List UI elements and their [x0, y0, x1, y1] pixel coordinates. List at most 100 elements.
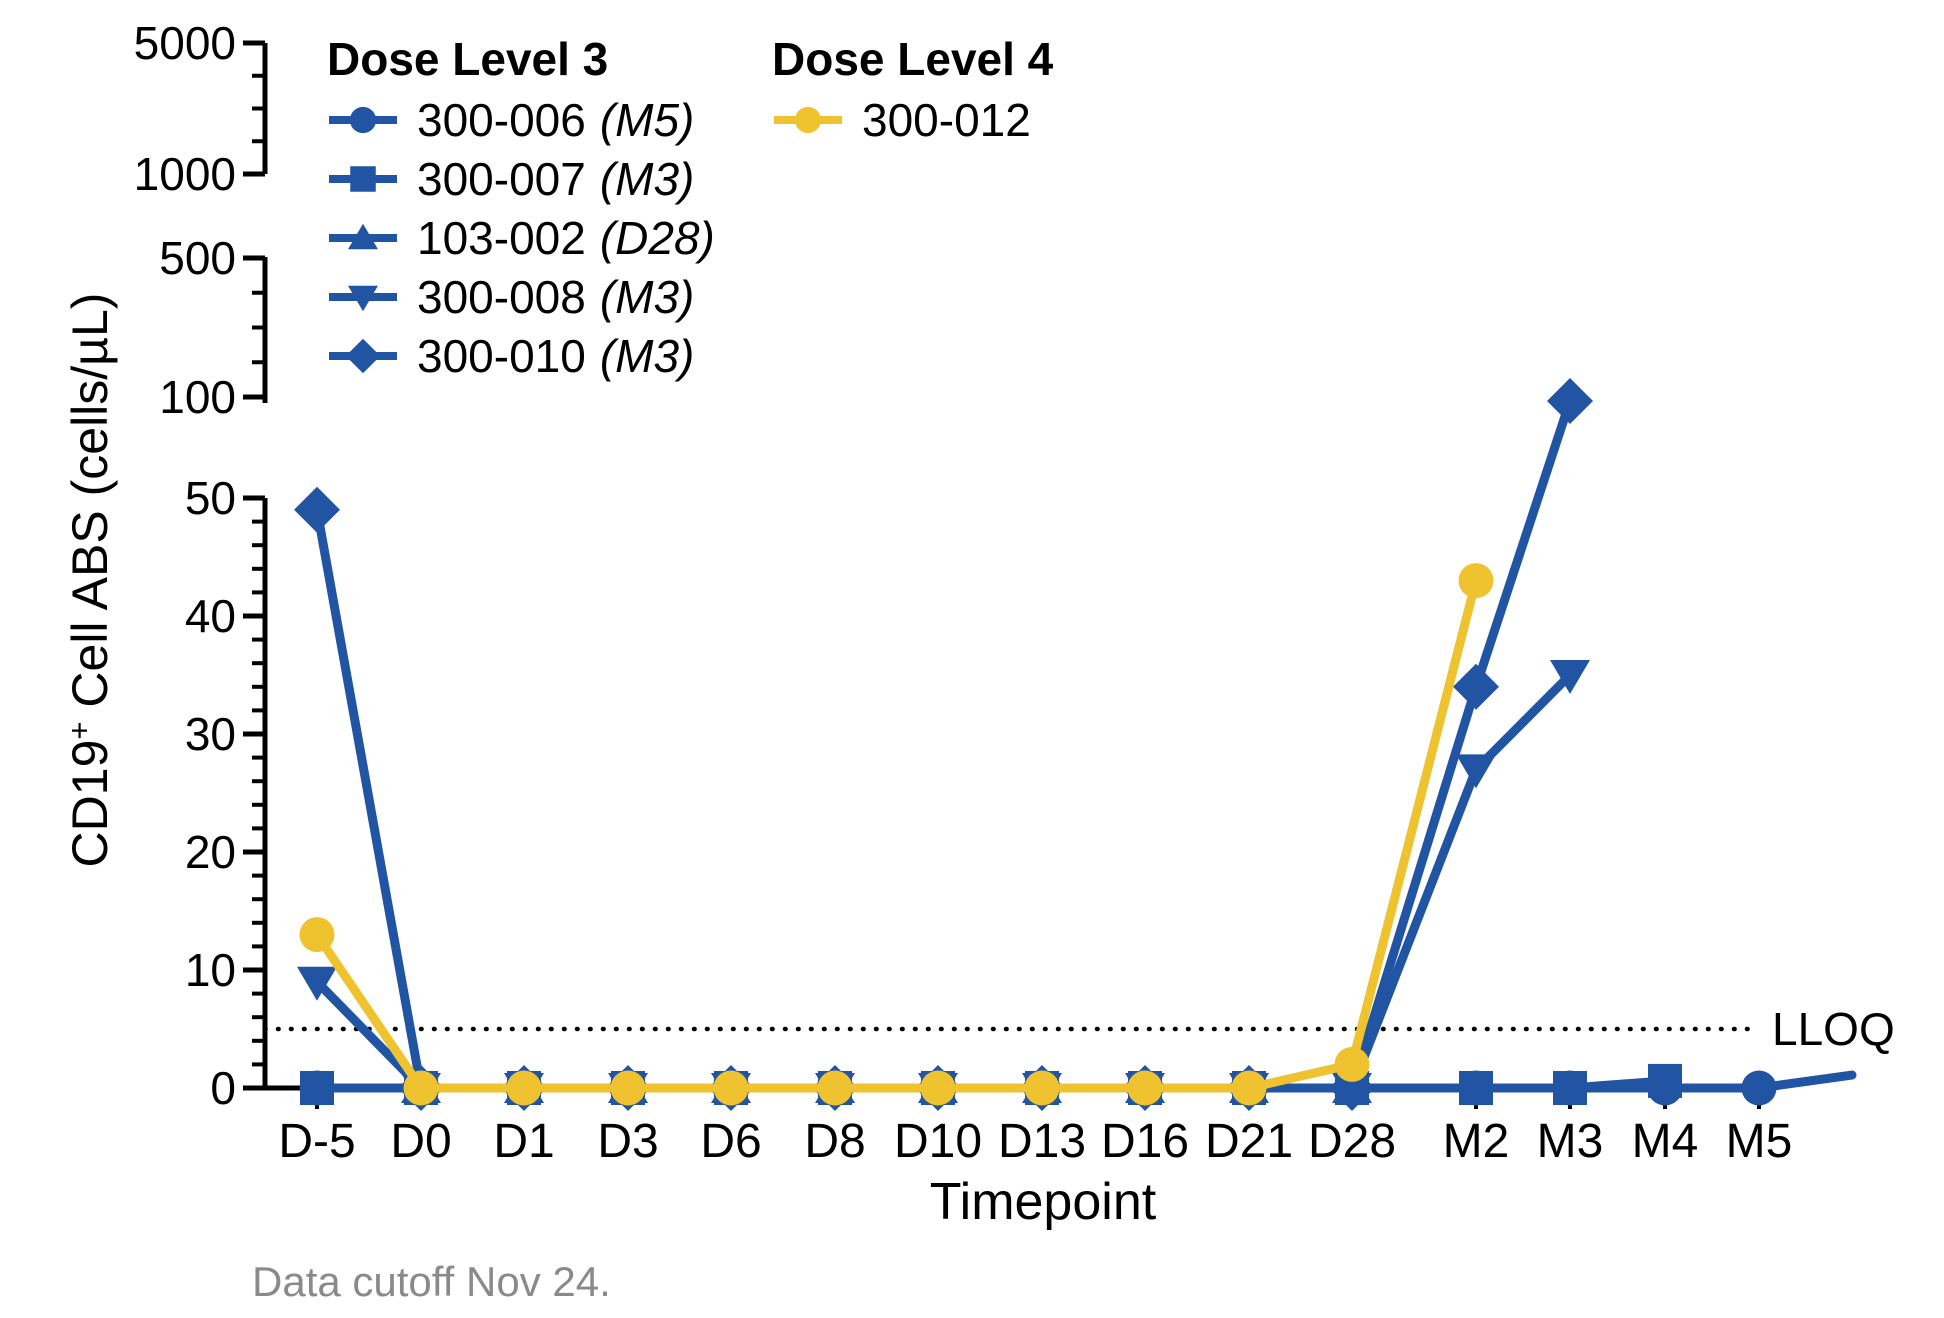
marker-square	[300, 1071, 334, 1105]
x-axis-tick-label: D28	[1308, 1115, 1396, 1168]
series-300-010	[294, 378, 1593, 1111]
marker-diamond	[294, 486, 340, 533]
series-line-300-008	[312, 670, 1575, 1093]
y-axis-tick-label: 0	[210, 1062, 236, 1114]
y-axis-tick-label: 100	[159, 371, 236, 423]
marker-triangle-up	[348, 223, 378, 249]
x-axis-tick-label: D0	[390, 1115, 451, 1168]
legend-circle-marker-icon	[327, 94, 399, 146]
marker-triangle-down	[1550, 660, 1590, 694]
tmp	[349, 106, 377, 133]
legend-circle-marker-icon	[772, 94, 844, 146]
x-axis-tick-label: M5	[1726, 1115, 1793, 1168]
legend-triangle-up-marker-icon	[327, 212, 399, 264]
legend-item-label: 103-002	[417, 211, 586, 264]
legend-item: 300-010 (M3)	[327, 326, 715, 385]
y-axis-title-superscript: +	[61, 721, 97, 740]
legend-item: 300-006 (M5)	[327, 90, 715, 149]
marker-circle	[1741, 1070, 1777, 1106]
y-axis-tick-label: 500	[159, 232, 236, 284]
marker-diamond	[1453, 663, 1499, 710]
legend-marker-glyph	[329, 106, 397, 133]
x-axis-tick-label: D13	[998, 1115, 1086, 1168]
x-axis-tick-label: D16	[1101, 1115, 1189, 1168]
tmp	[348, 223, 378, 249]
marker-circle	[299, 917, 335, 953]
x-axis-tick-label: D6	[700, 1115, 761, 1168]
legend-item-suffix: (M3)	[599, 152, 695, 205]
legend-item-label: 300-012	[862, 93, 1031, 146]
marker-circle	[349, 106, 377, 133]
legend-item-suffix: (M5)	[599, 93, 695, 146]
legend-marker-glyph	[329, 165, 397, 192]
data-cutoff-note: Data cutoff Nov 24.	[252, 1258, 611, 1305]
x-axis-tick-label: D8	[804, 1115, 865, 1168]
legend-triangle-down-marker-icon	[327, 271, 399, 323]
y-axis: 0 10 20 30 40 50 100 500 1000 5000	[134, 17, 268, 1114]
legend-dose-level-4: Dose Level 4 300-012	[772, 28, 1053, 149]
marker-triangle-down	[297, 966, 337, 1001]
legend-marker-glyph	[329, 338, 397, 373]
lloq-label: LLOQ	[1772, 1003, 1895, 1055]
marker-circle	[794, 106, 822, 133]
marker-square	[1648, 1063, 1682, 1098]
x-axis-tick-label: D21	[1205, 1115, 1293, 1168]
legend-item-label: 300-010	[417, 329, 586, 382]
x-axis-tick-label: D1	[493, 1115, 554, 1168]
marker-circle	[403, 1070, 439, 1106]
y-axis-tick-label: 40	[185, 590, 236, 642]
y-axis-tick-label: 20	[185, 826, 236, 878]
legend-item-label: 300-008	[417, 270, 586, 323]
y-axis-title-units: Cell ABS (cells/µL)	[62, 292, 118, 722]
x-axis-tick-label: M4	[1632, 1115, 1699, 1168]
legend-item: 300-007 (M3)	[327, 149, 715, 208]
y-axis-tick-label: 5000	[134, 17, 236, 69]
series-line-300-010	[312, 396, 1575, 1093]
legend-dose-level-3: Dose Level 3 300-006 (M5) 300-007 (M3) 1…	[327, 28, 715, 385]
legend-item-suffix: (M3)	[599, 270, 695, 323]
marker-square	[350, 165, 376, 192]
marker-circle	[920, 1070, 956, 1106]
series-300-012	[299, 563, 1494, 1106]
legend-item-label: 300-007	[417, 152, 586, 205]
marker-diamond	[345, 338, 381, 373]
marker-circle	[506, 1070, 542, 1106]
marker-triangle-down	[348, 285, 378, 311]
marker-circle	[610, 1070, 646, 1106]
x-axis-tick-label: M3	[1537, 1115, 1604, 1168]
x-axis-tick-label: M2	[1443, 1115, 1510, 1168]
legend-diamond-marker-icon	[327, 330, 399, 382]
legend-item: 300-008 (M3)	[327, 267, 715, 326]
y-axis-tick-label: 1000	[134, 148, 236, 200]
y-axis-title: CD19+ Cell ABS (cells/µL)	[61, 293, 119, 868]
y-axis-title-text: CD19	[62, 739, 118, 868]
legend-group-title: Dose Level 4	[772, 33, 1054, 85]
series-line-300-012	[312, 576, 1481, 1093]
tmp	[348, 285, 378, 311]
x-axis-title: Timepoint	[929, 1173, 1157, 1231]
marker-circle	[1024, 1070, 1060, 1106]
y-axis-tick-label: 30	[185, 708, 236, 760]
marker-circle	[1231, 1070, 1267, 1106]
y-axis-tick-label: 10	[185, 944, 236, 996]
y-axis-tick-label: 50	[185, 472, 236, 524]
marker-circle	[1127, 1070, 1163, 1106]
legend-group-title: Dose Level 3	[327, 33, 609, 85]
marker-square	[1459, 1071, 1493, 1105]
legend-item: 103-002 (D28)	[327, 208, 715, 267]
legend-item-suffix: (M3)	[599, 329, 695, 382]
legend-square-marker-icon	[327, 153, 399, 205]
marker-triangle-down	[1456, 754, 1496, 789]
tmp	[794, 106, 822, 133]
legend-item-suffix: (D28)	[599, 211, 715, 264]
legend-marker-glyph	[329, 285, 397, 311]
x-axis-tick-label: D-5	[278, 1115, 355, 1168]
legend-marker-glyph	[774, 106, 842, 133]
tmp	[350, 165, 376, 192]
x-axis-tick-label: D3	[597, 1115, 658, 1168]
marker-circle	[817, 1070, 853, 1106]
marker-diamond	[1547, 378, 1593, 425]
marker-circle	[1334, 1046, 1370, 1082]
tmp	[345, 338, 381, 373]
